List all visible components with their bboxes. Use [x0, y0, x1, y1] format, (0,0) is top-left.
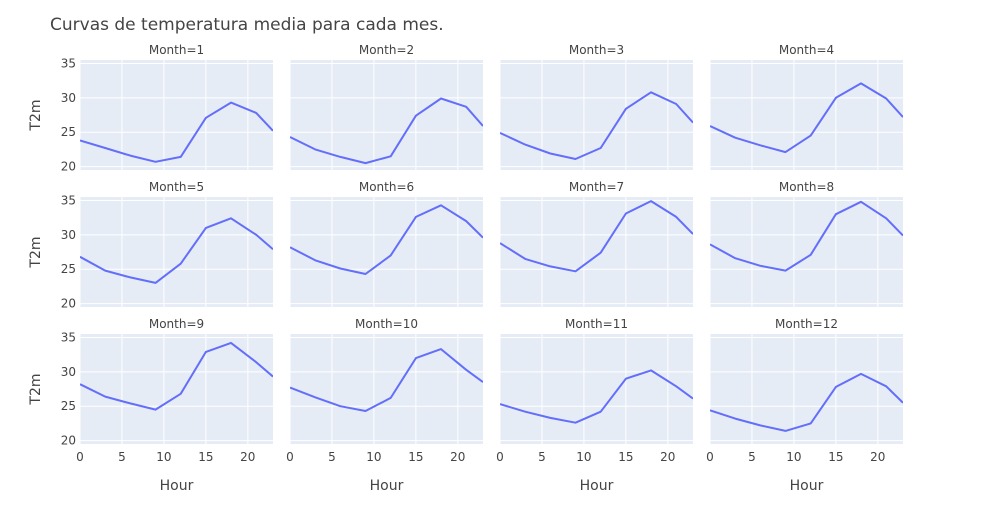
plot-background — [80, 60, 273, 170]
series-line-Month=6 — [290, 204, 483, 275]
x-tick-label: 10 — [156, 450, 171, 464]
facet-panel-5: Month=5 20 25 30 35 T2m — [28, 180, 273, 311]
facet-panel-4: Month=4 — [709, 43, 903, 170]
y-tick-label: 35 — [61, 56, 76, 70]
facet-title: Month=10 — [355, 317, 418, 331]
facet-panel-8: Month=8 — [709, 180, 903, 307]
x-tick-label: 0 — [706, 450, 714, 464]
facet-panel-11: Month=11 0 5 10 15 20 Hour — [496, 317, 693, 494]
series-line-Month=12 — [710, 372, 903, 432]
plot-background — [290, 334, 483, 444]
facet-panel-7: Month=7 — [499, 180, 693, 307]
x-tick-label: 20 — [660, 450, 675, 464]
y-tick-label: 25 — [61, 399, 76, 413]
x-tick-label: 20 — [450, 450, 465, 464]
series-line-Month=10 — [290, 348, 483, 412]
x-tick-label: 5 — [748, 450, 756, 464]
plot-background — [710, 334, 903, 444]
plot-background — [290, 197, 483, 307]
x-tick-label: 0 — [496, 450, 504, 464]
chart-title: Curvas de temperatura media para cada me… — [50, 15, 444, 35]
plot-background — [500, 334, 693, 444]
x-axis-label: Hour — [370, 478, 404, 494]
facet-panel-1: Month=1 20 25 30 35 T2m — [28, 43, 273, 174]
facet-title: Month=8 — [779, 180, 834, 194]
facet-title: Month=3 — [569, 43, 624, 57]
facet-title: Month=2 — [359, 43, 414, 57]
x-tick-label: 20 — [870, 450, 885, 464]
plot-background — [80, 334, 273, 444]
x-tick-label: 15 — [198, 450, 213, 464]
facet-title: Month=7 — [569, 180, 624, 194]
series-line-Month=9 — [80, 341, 273, 411]
y-tick-label: 30 — [61, 228, 76, 242]
facet-title: Month=12 — [775, 317, 838, 331]
y-tick-label: 20 — [61, 160, 76, 174]
series-line-Month=2 — [290, 97, 483, 165]
x-tick-label: 5 — [538, 450, 546, 464]
facet-panel-9: Month=9 20 25 30 35 T2m 0 5 10 15 20 Hour — [28, 317, 273, 494]
y-axis-label: T2m — [28, 99, 44, 131]
y-tick-label: 35 — [61, 330, 76, 344]
x-tick-label: 20 — [240, 450, 255, 464]
series-line-Month=5 — [80, 217, 273, 284]
facet-panel-12: Month=12 0 5 10 15 20 Hour — [706, 317, 903, 494]
x-tick-label: 10 — [366, 450, 381, 464]
x-tick-label: 10 — [576, 450, 591, 464]
facet-title: Month=4 — [779, 43, 834, 57]
y-tick-label: 25 — [61, 125, 76, 139]
series-line-Month=4 — [710, 82, 903, 154]
x-tick-label: 5 — [328, 450, 336, 464]
plot-background — [500, 60, 693, 170]
x-tick-label: 0 — [286, 450, 294, 464]
x-tick-label: 15 — [618, 450, 633, 464]
x-tick-label: 5 — [118, 450, 126, 464]
plot-background — [290, 60, 483, 170]
x-tick-label: 0 — [76, 450, 84, 464]
series-line-Month=1 — [80, 101, 273, 163]
y-tick-label: 35 — [61, 193, 76, 207]
x-tick-label: 15 — [408, 450, 423, 464]
y-tick-label: 20 — [61, 297, 76, 311]
x-axis-label: Hour — [580, 478, 614, 494]
series-line-Month=7 — [500, 200, 693, 273]
facet-panel-6: Month=6 — [289, 180, 483, 307]
x-axis-label: Hour — [160, 478, 194, 494]
plot-background — [710, 197, 903, 307]
y-tick-label: 30 — [61, 91, 76, 105]
y-axis-label: T2m — [28, 373, 44, 405]
x-axis-label: Hour — [790, 478, 824, 494]
y-tick-label: 30 — [61, 365, 76, 379]
facet-title: Month=6 — [359, 180, 414, 194]
facet-title: Month=5 — [149, 180, 204, 194]
series-line-Month=3 — [500, 91, 693, 160]
plot-background — [710, 60, 903, 170]
facet-panel-10: Month=10 0 5 10 15 20 Hour — [286, 317, 483, 494]
x-tick-label: 10 — [786, 450, 801, 464]
series-line-Month=11 — [500, 369, 693, 424]
y-tick-label: 25 — [61, 262, 76, 276]
y-axis-label: T2m — [28, 236, 44, 268]
facet-title: Month=1 — [149, 43, 204, 57]
y-tick-label: 20 — [61, 434, 76, 448]
plot-background — [500, 197, 693, 307]
facet-panel-3: Month=3 — [499, 43, 693, 170]
series-line-Month=8 — [710, 200, 903, 272]
facet-panel-2: Month=2 — [289, 43, 483, 170]
facet-title: Month=9 — [149, 317, 204, 331]
plot-background — [80, 197, 273, 307]
facet-title: Month=11 — [565, 317, 628, 331]
x-tick-label: 15 — [828, 450, 843, 464]
